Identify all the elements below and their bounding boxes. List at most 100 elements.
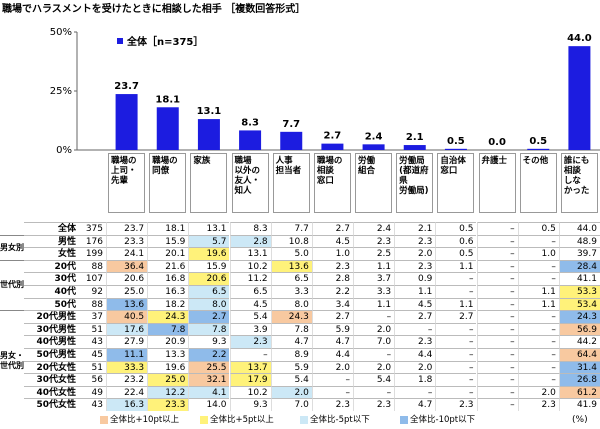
table-cell: 16.8 bbox=[147, 272, 189, 285]
table-cell: 14.0 bbox=[188, 398, 230, 411]
category-label: 職場の 上司・ 先輩 bbox=[108, 153, 146, 213]
table-cell: 5.4 bbox=[353, 373, 395, 386]
table-cell: 64.4 bbox=[558, 348, 600, 361]
table-cell: – bbox=[435, 285, 477, 298]
table-cell: 24.3 bbox=[558, 310, 600, 323]
table-cell: 2.0 bbox=[353, 322, 395, 336]
value-label: 2.4 bbox=[365, 131, 383, 142]
row-label: 30代 bbox=[24, 272, 76, 285]
value-label: 18.1 bbox=[155, 94, 180, 105]
table-cell: – bbox=[353, 385, 395, 399]
table-cell: 2.7 bbox=[394, 310, 436, 323]
table-cell: 7.8 bbox=[147, 322, 189, 336]
table-cell: – bbox=[517, 322, 559, 336]
table-cell: 0.5 bbox=[435, 222, 477, 235]
row-n: 88 bbox=[76, 297, 106, 311]
bar bbox=[197, 119, 220, 150]
table-cell: – bbox=[476, 310, 518, 323]
table-cell: 23.3 bbox=[147, 398, 189, 411]
y-tick-label: 25% bbox=[50, 86, 72, 97]
table-cell: – bbox=[476, 234, 518, 248]
table-cell: – bbox=[476, 297, 518, 311]
table-cell: 23.3 bbox=[106, 234, 148, 248]
table-cell: 8.9 bbox=[270, 348, 312, 361]
row-label: 20代女性 bbox=[24, 360, 76, 374]
table-cell: 2.0 bbox=[394, 360, 436, 374]
table-cell: 24.1 bbox=[106, 247, 148, 260]
table-cell: 56.9 bbox=[558, 322, 600, 336]
table-cell: 15.9 bbox=[147, 234, 189, 248]
table-cell: 2.8 bbox=[311, 272, 353, 285]
legend-label: 全体比-5pt以下 bbox=[310, 415, 370, 425]
row-n: 43 bbox=[76, 398, 106, 411]
bar bbox=[321, 143, 344, 150]
table-cell: – bbox=[435, 272, 477, 285]
table-cell: – bbox=[517, 348, 559, 361]
legend-swatch bbox=[400, 416, 408, 424]
table-cell: 10.8 bbox=[270, 234, 312, 248]
table-cell: 23.2 bbox=[106, 373, 148, 386]
table-cell: 32.1 bbox=[188, 373, 230, 386]
table-cell: – bbox=[476, 348, 518, 361]
table-cell: 4.7 bbox=[311, 335, 353, 348]
table-cell: 10.2 bbox=[229, 259, 271, 273]
table-cell: 2.0 bbox=[517, 385, 559, 399]
table-cell: 33.3 bbox=[106, 360, 148, 374]
table-cell: 8.0 bbox=[188, 297, 230, 311]
table-cell: 3.4 bbox=[311, 297, 353, 311]
table-cell: 23.7 bbox=[106, 222, 148, 235]
table-cell: 18.2 bbox=[147, 297, 189, 311]
chart-title: 職場でハラスメントを受けたときに相談した相手 ［複数回答形式］ bbox=[2, 2, 305, 15]
table-cell: 25.0 bbox=[147, 373, 189, 386]
table-cell: 1.1 bbox=[517, 297, 559, 311]
table-cell: 3.3 bbox=[353, 285, 395, 298]
table-cell: 39.7 bbox=[558, 247, 600, 260]
row-n: 375 bbox=[76, 222, 106, 235]
table-cell: – bbox=[394, 385, 436, 399]
table-cell: 5.0 bbox=[270, 247, 312, 260]
table-cell: 2.0 bbox=[311, 360, 353, 374]
table-cell: 8.0 bbox=[270, 297, 312, 311]
table-cell: 2.3 bbox=[394, 259, 436, 273]
table-cell: 2.5 bbox=[353, 247, 395, 260]
unit-label: (%) bbox=[572, 415, 588, 425]
table-cell: – bbox=[476, 360, 518, 374]
table-cell: 24.3 bbox=[147, 310, 189, 323]
table-cell: – bbox=[476, 385, 518, 399]
table-cell: 31.4 bbox=[558, 360, 600, 374]
bar bbox=[568, 46, 591, 150]
table-cell: – bbox=[476, 272, 518, 285]
row-n: 45 bbox=[76, 348, 106, 361]
table-cell: – bbox=[435, 385, 477, 399]
table-cell: – bbox=[353, 310, 395, 323]
table-cell: 3.9 bbox=[229, 322, 271, 336]
table-cell: 13.1 bbox=[188, 222, 230, 235]
row-label: 40代男性 bbox=[24, 335, 76, 348]
table-cell: 1.1 bbox=[435, 259, 477, 273]
row-n: 56 bbox=[76, 373, 106, 386]
value-label: 13.1 bbox=[197, 106, 222, 117]
table-cell: – bbox=[476, 247, 518, 260]
table-cell: 26.8 bbox=[558, 373, 600, 386]
legend-label: 全体比+5pt以上 bbox=[210, 415, 274, 425]
table-cell: 0.5 bbox=[435, 247, 477, 260]
table-cell: 20.6 bbox=[188, 272, 230, 285]
table-cell: 2.3 bbox=[229, 335, 271, 348]
row-n: 199 bbox=[76, 247, 106, 260]
value-label: 2.1 bbox=[406, 132, 424, 143]
table-cell: 27.9 bbox=[106, 335, 148, 348]
value-label: 0.0 bbox=[488, 137, 506, 148]
table-cell: 6.5 bbox=[188, 285, 230, 298]
value-label: 8.3 bbox=[241, 117, 259, 128]
table-cell: 2.3 bbox=[311, 259, 353, 273]
table-cell: – bbox=[517, 310, 559, 323]
y-tick-label: 50% bbox=[50, 27, 72, 38]
row-n: 51 bbox=[76, 360, 106, 374]
table-cell: 7.8 bbox=[270, 322, 312, 336]
table-cell: – bbox=[435, 373, 477, 386]
group-label: 世代別 bbox=[0, 259, 24, 310]
row-label: 30代女性 bbox=[24, 373, 76, 386]
table-cell: – bbox=[435, 335, 477, 348]
table-cell: 53.4 bbox=[558, 297, 600, 311]
table-cell: 2.0 bbox=[270, 385, 312, 399]
